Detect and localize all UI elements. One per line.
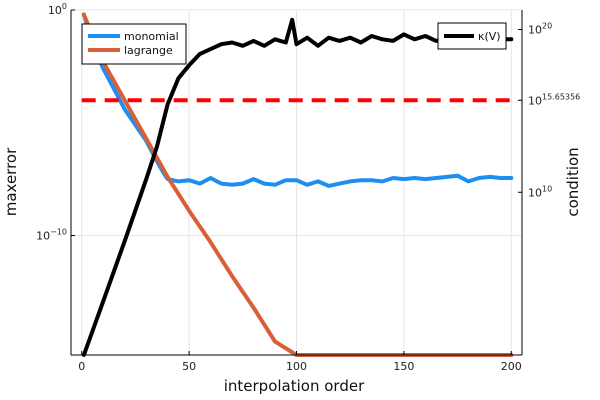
x-tick-label: 0: [78, 360, 85, 373]
x-tick-label: 200: [501, 360, 522, 373]
left-axis-title: maxerror: [2, 147, 20, 216]
x-axis-title: interpolation order: [224, 377, 365, 395]
right-tick-label: 1020: [528, 22, 552, 37]
legend-label-kappa: κ(V): [478, 30, 501, 43]
right-tick-label: 1010: [528, 184, 552, 199]
x-tick-label: 150: [393, 360, 414, 373]
legend-label-lagrange: lagrange: [124, 44, 173, 57]
legend-right: κ(V): [437, 22, 507, 50]
x-tick-label: 100: [286, 360, 307, 373]
legend-left-box: [81, 23, 187, 65]
right-tick-label: 1015.65356: [528, 92, 580, 107]
legend-label-monomial: monomial: [124, 30, 179, 43]
left-tick-label: 10−10: [36, 227, 67, 242]
x-tick-label: 50: [182, 360, 196, 373]
ticks: 0 50 100 150 200 100 10−10 1020 1015.65356 1010: [36, 2, 580, 373]
left-tick-label: 100: [48, 2, 67, 17]
right-axis-title: condition: [564, 147, 582, 216]
